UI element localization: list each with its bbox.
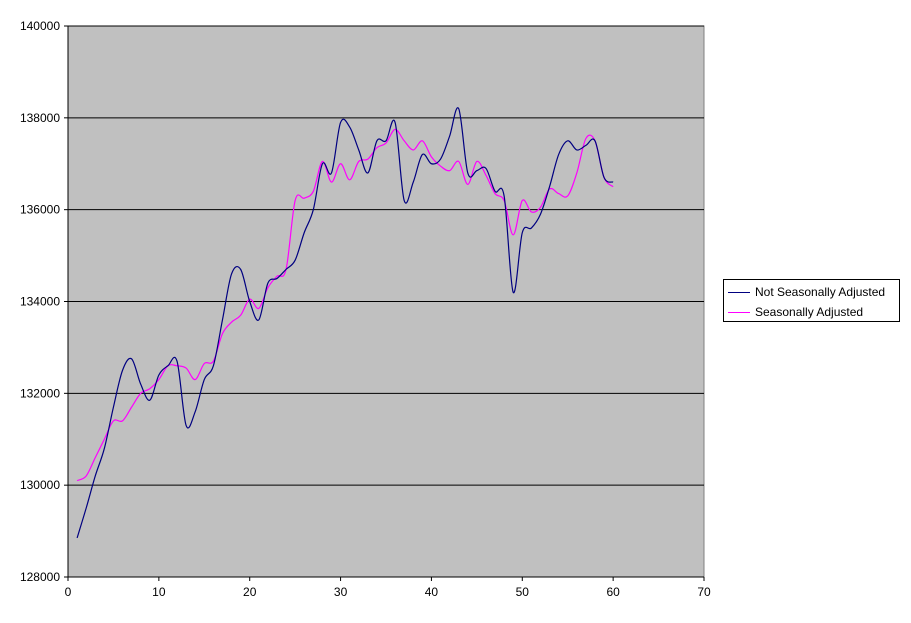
- axes: [64, 25, 705, 581]
- legend-item-not-seasonally-adjusted: Not Seasonally Adjusted: [728, 282, 885, 302]
- y-tick-label: 132000: [20, 386, 60, 400]
- y-tick-label: 128000: [20, 570, 60, 584]
- tick-labels: 128000 130000 132000 134000 136000 138000 1400…: [20, 19, 711, 599]
- series-line-not-seasonally-adjusted: [76, 107, 614, 539]
- y-tick-label: 130000: [20, 478, 60, 492]
- series-lines: [76, 107, 614, 539]
- gridlines: [68, 25, 704, 486]
- y-tick-label: 138000: [20, 111, 60, 125]
- x-tick-label: 40: [425, 585, 439, 599]
- legend-item-seasonally-adjusted: Seasonally Adjusted: [728, 302, 863, 322]
- x-tick-label: 20: [243, 585, 257, 599]
- y-tick-label: 136000: [20, 203, 60, 217]
- y-tick-label: 140000: [20, 19, 60, 33]
- chart-legend: Not Seasonally Adjusted Seasonally Adjus…: [723, 279, 900, 322]
- x-tick-label: 0: [65, 585, 72, 599]
- legend-label: Seasonally Adjusted: [755, 305, 864, 319]
- x-tick-label: 10: [152, 585, 166, 599]
- x-tick-label: 70: [697, 585, 711, 599]
- legend-swatch: [728, 311, 750, 313]
- legend-swatch: [728, 291, 750, 293]
- x-tick-label: 50: [516, 585, 530, 599]
- x-tick-label: 30: [334, 585, 348, 599]
- legend-label: Not Seasonally Adjusted: [755, 285, 886, 299]
- y-tick-label: 134000: [20, 295, 60, 309]
- x-tick-label: 60: [606, 585, 620, 599]
